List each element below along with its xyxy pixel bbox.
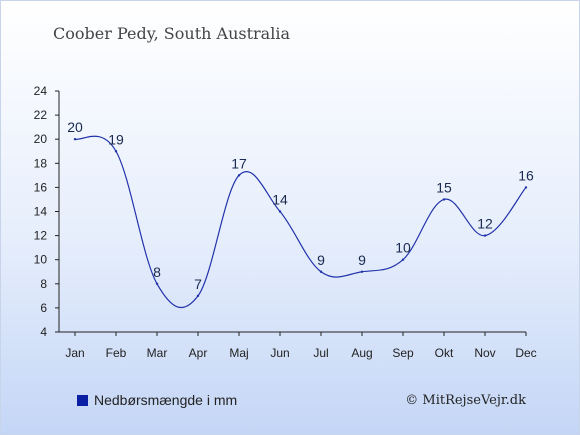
- data-point: [278, 210, 282, 213]
- data-point: [401, 258, 405, 261]
- data-label: 10: [395, 240, 411, 256]
- data-point: [196, 294, 200, 298]
- x-tick-label: Maj: [229, 346, 248, 360]
- x-tick-label: Okt: [435, 346, 454, 360]
- data-label: 7: [194, 276, 202, 292]
- y-tick-label: 18: [34, 156, 48, 170]
- data-point: [483, 234, 487, 237]
- legend-marker: [77, 395, 88, 406]
- data-point: [237, 174, 241, 177]
- y-tick-label: 6: [40, 301, 47, 315]
- axes: 4 6 8 10 12 14 16 18 20 22 24 Jan Feb Mar Apr Maj Jun Jul…: [34, 84, 537, 360]
- data-labels: 20 19 8 7 17 14 9 9 10 15 12 16: [67, 119, 534, 292]
- data-label: 9: [317, 252, 325, 268]
- y-tick-label: 24: [34, 84, 48, 98]
- x-tick-label: Apr: [189, 346, 208, 360]
- data-label: 15: [436, 179, 452, 195]
- y-tick-label: 20: [34, 132, 48, 146]
- data-point: [73, 138, 77, 141]
- chart-title: Coober Pedy, South Australia: [53, 24, 290, 43]
- data-label: 8: [153, 264, 161, 280]
- y-tick-label: 16: [34, 180, 48, 194]
- data-label: 16: [518, 167, 534, 183]
- data-point: [155, 282, 159, 285]
- data-point: [442, 198, 446, 201]
- x-tick-label: Dec: [515, 346, 536, 360]
- data-point: [360, 270, 364, 273]
- legend-label: Nedbørsmængde i mm: [94, 392, 237, 408]
- x-tick-label: Aug: [351, 346, 372, 360]
- y-tick-label: 4: [40, 325, 47, 339]
- x-tick-label: Nov: [474, 346, 495, 360]
- data-label: 19: [108, 131, 124, 147]
- data-point: [114, 150, 118, 153]
- y-tick-label: 22: [34, 108, 48, 122]
- data-label: 9: [358, 252, 366, 268]
- series-group: [73, 135, 528, 309]
- x-tick-label: Jul: [313, 346, 328, 360]
- data-label: 17: [231, 155, 247, 171]
- credit-text: © MitRejseVejr.dk: [405, 393, 526, 408]
- x-tick-label: Jan: [65, 346, 84, 360]
- data-point: [524, 186, 528, 189]
- data-label: 12: [477, 216, 493, 232]
- y-tick-label: 12: [34, 229, 48, 243]
- data-label: 14: [272, 192, 288, 208]
- data-label: 20: [67, 119, 83, 135]
- y-tick-label: 8: [40, 277, 47, 291]
- data-point: [319, 270, 323, 273]
- y-tick-label: 10: [34, 253, 48, 267]
- x-tick-label: Feb: [106, 346, 127, 360]
- series-line: [74, 135, 527, 309]
- x-tick-label: Sep: [392, 346, 414, 360]
- x-tick-label: Mar: [147, 346, 168, 360]
- y-tick-label: 14: [34, 205, 48, 219]
- x-tick-label: Jun: [270, 346, 289, 360]
